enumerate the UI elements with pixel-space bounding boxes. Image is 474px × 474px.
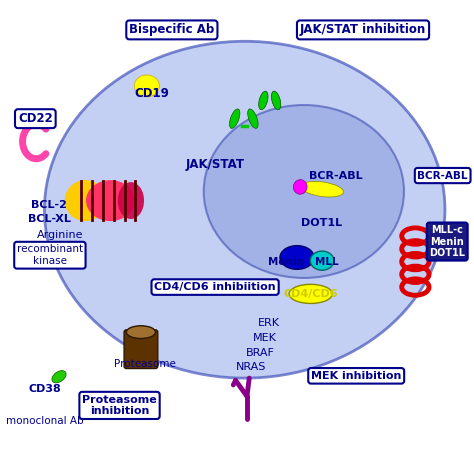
Ellipse shape: [272, 91, 281, 110]
Text: CD22: CD22: [18, 112, 53, 125]
Text: MEK inhibition: MEK inhibition: [311, 371, 401, 381]
Ellipse shape: [280, 246, 314, 269]
Text: JAK/STAT inhibition: JAK/STAT inhibition: [300, 23, 426, 36]
Ellipse shape: [118, 182, 144, 219]
Ellipse shape: [134, 75, 159, 97]
FancyBboxPatch shape: [124, 330, 158, 369]
Text: BCL-XL: BCL-XL: [27, 214, 71, 224]
Text: BRAF: BRAF: [246, 347, 275, 357]
Ellipse shape: [86, 180, 135, 221]
Text: CD19: CD19: [134, 87, 169, 100]
Ellipse shape: [310, 251, 334, 270]
Ellipse shape: [259, 91, 268, 110]
Text: Proteasome
inhibition: Proteasome inhibition: [82, 395, 157, 416]
Text: monoclonal Ab: monoclonal Ab: [6, 416, 83, 426]
Text: ERK: ERK: [258, 319, 280, 328]
Text: BCL-2: BCL-2: [31, 200, 67, 210]
Ellipse shape: [45, 41, 445, 378]
Text: BCR-ABL: BCR-ABL: [418, 171, 468, 181]
Ellipse shape: [289, 284, 332, 303]
Text: MEK: MEK: [253, 333, 277, 343]
Text: Arginine: Arginine: [37, 230, 83, 240]
Text: MLL: MLL: [315, 257, 338, 267]
Ellipse shape: [248, 109, 258, 128]
Ellipse shape: [65, 180, 106, 221]
Text: CD4/CD6: CD4/CD6: [283, 289, 338, 299]
Ellipse shape: [229, 109, 240, 128]
Ellipse shape: [127, 326, 155, 338]
Text: CD38: CD38: [28, 384, 61, 394]
Text: recombinant
kinase: recombinant kinase: [17, 245, 83, 266]
Ellipse shape: [204, 105, 404, 278]
Ellipse shape: [301, 182, 344, 197]
Text: Menin: Menin: [268, 257, 303, 267]
Ellipse shape: [293, 180, 307, 194]
Text: BCR-ABL: BCR-ABL: [309, 171, 363, 181]
Ellipse shape: [52, 371, 66, 383]
Text: MLL-c
Menin
DOT1L: MLL-c Menin DOT1L: [429, 225, 465, 258]
Text: NRAS: NRAS: [237, 362, 267, 372]
Text: Proteasome: Proteasome: [114, 359, 175, 369]
Text: CD4/CD6 inhibiition: CD4/CD6 inhibiition: [155, 282, 276, 292]
Text: DOT1L: DOT1L: [301, 219, 342, 228]
Text: Bispecific Ab: Bispecific Ab: [129, 23, 215, 36]
Text: JAK/STAT: JAK/STAT: [186, 158, 245, 171]
